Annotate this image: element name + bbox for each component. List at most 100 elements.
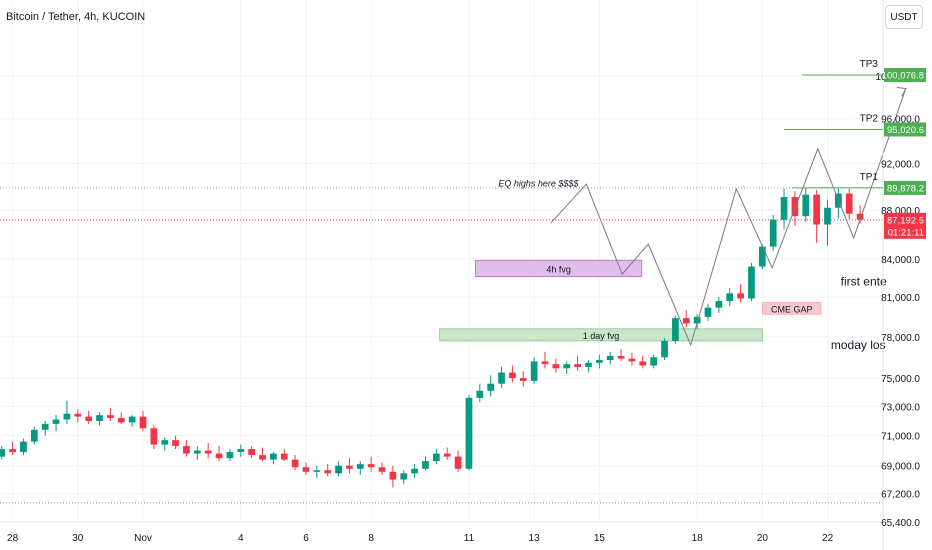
candle-body [172,440,179,447]
candle-body [726,293,734,302]
candle-body [96,415,103,421]
price-tag [884,68,926,83]
tp-label: TP2 [860,113,879,124]
candle-body [237,449,245,453]
x-tick-label: 8 [368,533,374,544]
x-tick-labels: 28 30 Nov 4 6 8 11 13 15 18 20 22 [7,533,834,544]
candle [682,310,690,328]
candle-body [367,464,375,468]
candle [63,400,71,424]
candle [378,462,386,475]
candle [802,187,810,223]
projection-path [550,86,907,347]
currency-button[interactable]: USDT [885,5,923,29]
candle-body [183,446,190,454]
candle-body [519,378,527,381]
candle [563,361,571,374]
candle-body [85,416,93,421]
candle [150,425,158,450]
candle-body [845,193,853,214]
dotted-levels [0,187,883,504]
candle-body [791,197,799,217]
candle-body [639,361,647,366]
y-tick-label: 84,000.0 [881,255,920,266]
tp-label: TP1 [860,172,879,183]
candle-body [411,468,418,474]
candle [552,358,560,373]
price-tag [884,180,926,195]
x-tick-label: Nov [134,533,152,544]
candle [617,349,625,362]
candle-body [150,428,158,445]
candle-body [270,453,277,460]
candle-body [443,453,451,457]
candle [302,462,310,475]
y-tick-label: 69,000.0 [881,462,920,473]
candle [748,262,755,302]
candle [737,284,744,303]
candle-body [628,358,636,362]
x-tick-label: 22 [822,533,834,544]
candle [215,446,223,462]
arrow-head [896,86,907,97]
price-tag-value: 100,076.8 [882,71,924,82]
candle-body [248,449,256,456]
candle [248,446,256,459]
candle-body [650,357,658,366]
candle [52,415,60,432]
candle [541,351,549,369]
zone-label: 4h fvg [546,264,571,274]
candle-body [9,449,16,453]
candle [237,444,245,457]
candle-body [563,364,571,369]
candle-body [682,318,690,324]
candle [346,458,353,474]
candle [476,383,484,403]
zone-box [439,328,763,342]
candles [0,187,864,488]
candle [454,450,462,472]
candle [758,244,766,270]
annotations: EQ highs here $$$$ first ente moday los [498,179,887,353]
candle-body [215,453,223,459]
candle [107,407,114,421]
candle-body [291,459,299,468]
zone-label: CME GAP [771,304,813,314]
candle [835,187,842,219]
candle-body [465,397,473,469]
candle-body [259,455,266,460]
candle-body [20,441,27,453]
candle [356,461,364,475]
candle [606,351,614,365]
candle-body [595,360,603,363]
candle-body [52,419,60,424]
price-axis[interactable] [0,0,884,550]
price-tag [884,212,926,239]
x-tick-label: 20 [757,533,769,544]
candle [204,443,212,459]
candle [335,461,342,477]
candle-body [813,194,821,225]
x-tick-label: 28 [7,533,19,544]
candle [172,435,179,450]
candle-body [204,450,212,454]
candle [672,315,679,344]
candle-body [672,318,679,341]
candle-body [378,467,386,472]
candle-body [161,440,169,445]
y-tick-label: 65,400.0 [881,518,920,529]
candle-body [226,452,234,459]
annotation-text: moday los [831,338,886,352]
candle [628,353,636,366]
candle-body [193,450,201,454]
candle-body [107,415,114,419]
candle-body [769,219,777,247]
candle [487,375,495,397]
y-tick-labels: 100,000.096,000.092,000.088,000.084,000.… [876,72,921,529]
candle [400,470,408,485]
candle [20,438,27,456]
candle-body [302,467,310,472]
candle [726,288,734,307]
candle-body [389,471,397,480]
